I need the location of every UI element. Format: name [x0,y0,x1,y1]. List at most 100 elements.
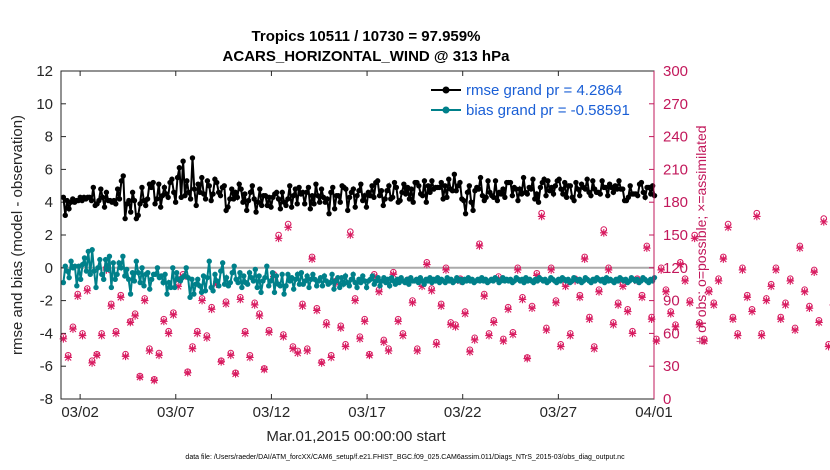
obs-assimilated-point [274,234,283,243]
y2-tick-label: 180 [663,194,688,211]
rmse-point [651,192,658,199]
y2-tick-label: 150 [663,227,688,244]
bias-point [235,279,241,286]
bias-point [87,271,93,278]
legend-bias-marker [442,106,450,114]
bias-point [118,265,124,271]
rmse-point [634,192,641,199]
bias-point [304,273,310,279]
rmse-point [502,194,508,200]
bias-point [277,283,283,289]
rmse-point [244,207,250,214]
obs-assimilated-point [604,266,613,274]
bias-point [120,253,126,260]
bias-point [64,268,70,274]
rmse-point [174,174,181,181]
rmse-point [148,184,155,191]
obs-assimilated-point [810,268,819,276]
rmse-point [638,179,645,186]
obs-assimilated-point [389,270,398,279]
obs-assimilated-point [97,331,106,340]
rmse-point [558,186,564,192]
rmse-point [96,197,102,204]
obs-assimilated-point [757,331,766,340]
rmse-point [285,196,291,202]
obs-assimilated-point [394,317,402,326]
obs-assimilated-point [714,277,723,285]
bias-point [296,281,303,287]
obs-assimilated-point [437,302,445,310]
bias-point [331,286,337,292]
rmse-point [88,197,95,204]
obs-assimilated-point [609,320,618,329]
rmse-point [588,192,594,199]
rmse-point [560,191,566,197]
rmse-point [315,192,321,199]
rmse-point [311,201,317,207]
y-axis-label: rmse and bias (model - observation) [9,115,26,355]
rmse-point [266,194,272,200]
obs-assimilated-point [116,293,125,302]
obs-assimilated-point [69,325,77,333]
rmse-point [60,194,67,200]
rmse-point [171,189,177,196]
obs-assimilated-point [466,348,474,356]
obs-assimilated-point [662,288,670,296]
rmse-point [625,194,632,200]
obs-assimilated-point [446,320,455,329]
rmse-point [217,192,224,199]
obs-assimilated-point [561,282,570,291]
bias-point [354,284,360,291]
obs-assimilated-point [489,318,498,327]
bias-point [250,278,257,284]
obs-assimilated-point [418,282,426,291]
bias-point [116,260,122,266]
rmse-point [406,196,413,202]
bias-point [93,284,99,291]
obs-assimilated-point [595,288,603,296]
obs-assimilated-point [298,302,307,310]
bias-point [348,276,354,282]
rmse-point [307,206,314,212]
obs-assimilated-point [705,288,713,296]
y-tick-label: -8 [40,391,53,408]
bias-point [137,279,143,286]
bias-point [129,270,136,276]
rmse-point [154,196,160,202]
obs-assimilated-point [250,301,259,309]
rmse-point [120,173,126,179]
rmse-point [475,186,482,192]
bias-point [68,258,74,264]
rmse-point [582,186,589,192]
rmse-point [483,194,489,200]
rmse-point [180,158,186,164]
bias-point [223,274,230,281]
obs-assimilated-point [317,359,326,367]
rmse-point [575,186,581,192]
rmse-point [143,202,149,209]
obs-assimilated-point [427,286,436,295]
bias-point [216,283,222,289]
rmse-point [350,186,357,192]
obs-assimilated-point [533,271,541,280]
rmse-point [515,197,521,204]
obs-assimilated-point [246,353,254,362]
legend-rmse-marker [442,86,450,94]
rmse-point [416,183,422,189]
rmse-point [279,189,285,196]
rmse-point [451,171,458,178]
obs-assimilated-point [623,307,632,316]
bias-point [279,271,285,278]
bias-point [135,270,141,276]
rmse-point [371,194,377,200]
rmse-point [232,189,239,196]
rmse-point [238,186,244,192]
bias-point [145,270,151,276]
bias-point [148,276,155,282]
obs-assimilated-point [212,280,221,288]
rmse-point [464,189,471,196]
y2-tick-label: 240 [663,129,688,146]
bias-point [360,273,366,279]
obs-assimilated-point [265,328,273,337]
bias-point [162,271,168,278]
